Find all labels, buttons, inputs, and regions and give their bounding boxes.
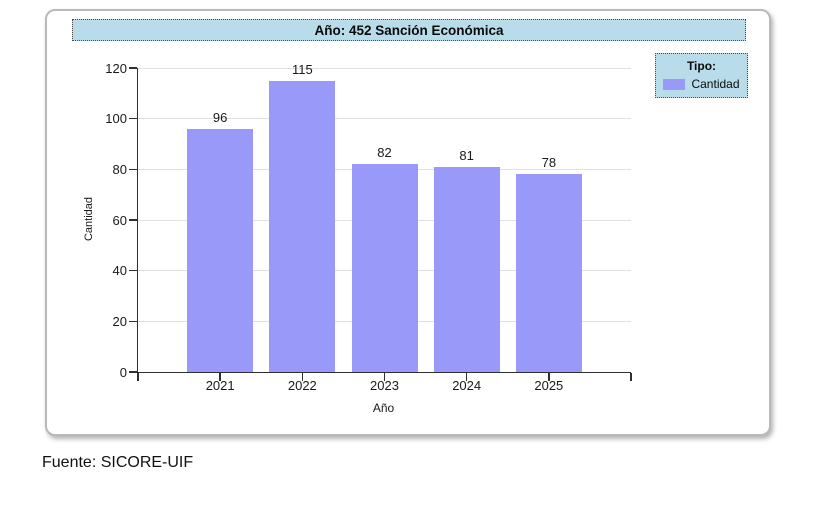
bar-2022 [269, 80, 336, 372]
x-axis-tick [301, 373, 304, 381]
bar-2023 [351, 164, 418, 372]
x-axis-tick [548, 373, 550, 381]
y-tick-label: 120 [105, 60, 127, 76]
y-axis-tick [129, 117, 137, 120]
gridline [138, 67, 631, 69]
bar-2024 [433, 166, 500, 372]
x-axis-tick [465, 373, 468, 381]
y-tick-label: 60 [112, 212, 127, 228]
x-tick-label: 2021 [205, 378, 235, 393]
legend-item: Cantidad [656, 77, 747, 91]
bar-value-label: 81 [459, 147, 474, 163]
legend: Tipo: Cantidad [655, 53, 748, 98]
legend-item-label: Cantidad [691, 77, 740, 91]
x-tick-label: 2024 [452, 378, 482, 393]
x-axis-tick [219, 373, 221, 381]
y-axis-title: Cantidad [83, 197, 95, 242]
y-axis-tick [129, 67, 137, 69]
y-tick-label: 20 [112, 313, 127, 329]
chart-card: Año: 452 Sanción Económica Tipo: Cantida… [45, 9, 771, 436]
y-tick-label: 80 [112, 161, 127, 177]
legend-title: Tipo: [686, 59, 717, 73]
source-note: Fuente: SICORE-UIF [42, 454, 194, 471]
bar-2021 [187, 128, 254, 372]
y-axis-tick [129, 269, 137, 272]
x-tick-label: 2023 [370, 378, 399, 393]
bar-value-label: 115 [291, 61, 313, 77]
legend-swatch [663, 78, 686, 90]
y-axis-tick [129, 219, 137, 221]
x-axis-edge-tick [630, 373, 632, 381]
x-tick-label: 2025 [534, 378, 564, 393]
bar-2025 [515, 174, 582, 372]
x-axis-edge-tick [137, 373, 139, 381]
y-axis-tick [129, 168, 137, 171]
x-axis-tick [383, 373, 386, 381]
bar-value-label: 96 [212, 109, 228, 125]
chart-title: Año: 452 Sanción Económica [72, 19, 746, 41]
bar-value-label: 82 [377, 145, 392, 161]
y-axis-tick [129, 371, 137, 373]
y-tick-label: 0 [119, 364, 127, 380]
x-tick-label: 2022 [287, 378, 317, 393]
y-tick-label: 100 [105, 111, 127, 127]
plot-area: 0 20 40 60 80 100 120 96 2021 115 2022 82 2023 81 2024… [105, 61, 632, 393]
gridline [138, 118, 631, 120]
y-axis-tick [129, 320, 137, 323]
bar-value-label: 78 [541, 155, 557, 171]
y-tick-label: 40 [112, 263, 127, 279]
x-axis-title: Año [372, 401, 395, 415]
